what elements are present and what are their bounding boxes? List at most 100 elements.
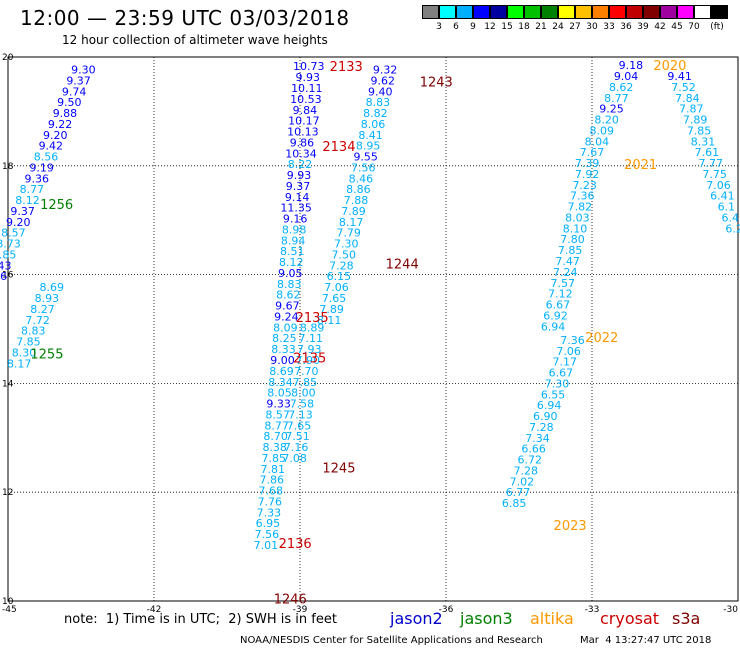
wave-height-value: 9.16 xyxy=(0,270,7,283)
wave-height-value: 8.17 xyxy=(7,357,32,370)
wave-height-value: 7.17 xyxy=(552,356,577,369)
wave-height-value: 7.33 xyxy=(257,506,282,519)
wave-height-value: 8.51 xyxy=(280,245,305,258)
wave-height-value: 6.72 xyxy=(517,454,542,467)
wave-height-value: 9.42 xyxy=(39,140,64,153)
wave-height-value: 8.10 xyxy=(563,222,588,235)
wave-height-value: 7.61 xyxy=(695,146,720,159)
wave-height-value: 10.34 xyxy=(285,147,317,160)
wave-height-value: 7.89 xyxy=(341,205,366,218)
wave-height-value: 8.62 xyxy=(276,289,301,302)
wave-height-value: 8.05 xyxy=(267,387,292,400)
wave-height-value: 6.85 xyxy=(502,497,527,510)
units-note: note: 1) Time is in UTC; 2) SWH is in fe… xyxy=(64,612,337,627)
wave-height-value: 8.94 xyxy=(281,234,306,247)
wave-height-value: 9.05 xyxy=(278,267,303,280)
pass-time-label: 1256 xyxy=(40,198,73,213)
wave-height-value: 7.87 xyxy=(679,103,704,116)
wave-height-value: 8.27 xyxy=(30,303,55,316)
wave-height-value: 8.20 xyxy=(594,114,619,127)
wave-height-value: 8.09 xyxy=(589,124,614,137)
color-swatch xyxy=(575,5,592,19)
pass-time-label: 2020 xyxy=(653,59,686,74)
wave-height-value: 7.79 xyxy=(336,227,361,240)
color-scale-label: 39 xyxy=(637,22,649,32)
wave-height-value: 9.00 xyxy=(270,354,295,367)
wave-height-value: 9.14 xyxy=(285,191,310,204)
wave-height-value: 9.43 xyxy=(0,259,11,272)
color-swatch xyxy=(711,5,728,19)
wave-height-value: 7.65 xyxy=(287,419,312,432)
wave-height-value: 6.77 xyxy=(506,486,531,499)
wave-height-value: 7.85 xyxy=(16,336,41,349)
color-swatch xyxy=(677,5,694,19)
wave-height-value: 8.12 xyxy=(279,256,304,269)
wave-height-value: 6.41 xyxy=(710,190,735,203)
wave-height-value: 8.17 xyxy=(339,216,364,229)
color-swatch xyxy=(694,5,711,19)
wave-height-value: 8.09 xyxy=(273,321,298,334)
color-scale-label: 70 xyxy=(688,22,700,32)
wave-height-value: 8.70 xyxy=(263,430,288,443)
wave-height-value: 8.12 xyxy=(15,194,40,207)
wave-height-value: 8.86 xyxy=(346,183,371,196)
wave-height-value: 9.18 xyxy=(619,59,644,72)
wave-height-value: 7.06 xyxy=(556,345,581,358)
wave-height-value: 9.86 xyxy=(290,136,315,149)
wave-height-value: 7.06 xyxy=(324,281,349,294)
latitude-tick-label: 18 xyxy=(2,162,14,172)
map-frame xyxy=(7,56,739,602)
color-swatch xyxy=(422,5,439,19)
wave-height-value: 6.95 xyxy=(256,517,281,530)
wave-height-value: 8.00 xyxy=(291,387,316,400)
wave-height-value: 7.67 xyxy=(580,146,605,159)
wave-height-value: 6.15 xyxy=(327,270,352,283)
wave-height-value: 7.50 xyxy=(332,248,357,261)
wave-height-value: 8.56 xyxy=(34,151,59,164)
wave-height-value: 8.95 xyxy=(356,140,381,153)
wave-height-value: 9.36 xyxy=(24,172,49,185)
color-scale-label: 42 xyxy=(654,22,666,32)
legend-jason3: jason3 xyxy=(460,609,513,628)
wave-height-value: 9.37 xyxy=(10,205,35,218)
wave-height-value: 8.83 xyxy=(21,325,46,338)
wave-height-value: 7.36 xyxy=(560,334,585,347)
wave-height-value: 8.83 xyxy=(366,96,391,109)
wave-height-value: 8.89 xyxy=(300,321,325,334)
longitude-tick-label: -39 xyxy=(293,605,308,615)
pass-time-label: 2135 xyxy=(296,311,329,326)
pass-time-label: 2133 xyxy=(330,60,363,75)
wave-height-value: 6.1 xyxy=(718,201,736,214)
wave-height-value: 7.30 xyxy=(545,377,570,390)
wave-height-value: 7.85 xyxy=(558,244,583,257)
color-swatch xyxy=(456,5,473,19)
wave-height-value: 9.30 xyxy=(71,64,96,77)
wave-height-value: 7.84 xyxy=(675,92,700,105)
pass-time-label: 2022 xyxy=(585,331,618,346)
wave-height-value: 9.88 xyxy=(53,107,78,120)
wave-height-value: 7.88 xyxy=(344,194,369,207)
wave-height-value: 9.37 xyxy=(286,180,311,193)
wave-height-value: 7.36 xyxy=(570,190,595,203)
wave-height-value: 9.24 xyxy=(274,310,299,323)
longitude-tick-label: -45 xyxy=(2,605,17,615)
longitude-tick-label: -42 xyxy=(147,605,162,615)
wave-height-value: 7.12 xyxy=(548,288,573,301)
color-scale-label: 36 xyxy=(620,22,632,32)
wave-height-value: 7.47 xyxy=(555,255,580,268)
color-scale-unit: (ft) xyxy=(710,22,724,32)
wave-height-value: 7.70 xyxy=(294,365,319,378)
wave-height-value: 8.34 xyxy=(268,376,293,389)
pass-time-label: 2136 xyxy=(279,537,312,552)
wave-height-value: 8.11 xyxy=(317,314,342,327)
wave-height-value: 7.28 xyxy=(514,464,539,477)
wave-height-value: 8.31 xyxy=(691,135,716,148)
wave-height-value: 8.41 xyxy=(358,129,383,142)
legend-s3a: s3a xyxy=(672,609,701,628)
wave-height-value: 7.16 xyxy=(284,441,309,454)
wave-height-value: 9.22 xyxy=(48,118,73,131)
wave-height-value: 10.11 xyxy=(291,82,323,95)
wave-height-value: 9.04 xyxy=(614,70,639,83)
wave-height-value: 6.92 xyxy=(543,309,568,322)
